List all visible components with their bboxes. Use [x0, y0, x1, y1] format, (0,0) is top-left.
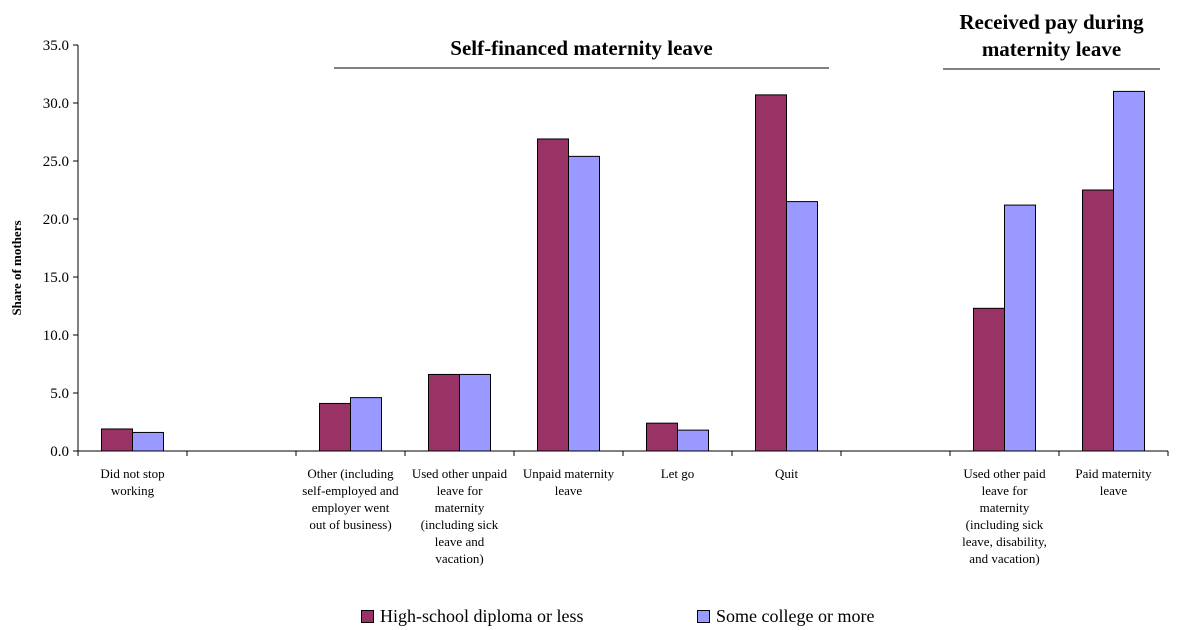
bar-high-school [537, 138, 569, 452]
y-axis-title: Share of mothers [9, 220, 24, 315]
x-tick-label: Other (including self-employed and employe… [302, 466, 399, 532]
x-tick-label: Used other unpaid leave for maternity (incl… [412, 466, 508, 566]
legend-swatch-some-college [697, 610, 710, 623]
legend-label-some-college: Some college or more [716, 606, 875, 626]
bar-high-school [646, 422, 678, 452]
bar-high-school [319, 402, 351, 452]
bar-chart-svg: 0.0 5.0 10.0 15.0 20.0 25.0 30.0 35.0 Share of m… [9, 10, 1169, 566]
x-tick-label: Unpaid maternity leave [523, 466, 615, 498]
bar-high-school [973, 307, 1005, 452]
x-tick-label: Paid maternity leave [1075, 466, 1152, 498]
x-tick-label: Let go [661, 466, 695, 481]
y-tick-label: 25.0 [43, 154, 69, 170]
y-tick-label: 35.0 [43, 38, 69, 54]
legend-swatch-high-school [361, 610, 374, 623]
bar-high-school [1082, 189, 1114, 452]
y-tick-label: 0.0 [50, 444, 69, 460]
legend-item-high-school: High-school diploma or less [361, 606, 583, 627]
bar-some-college [132, 431, 164, 452]
bar-some-college [568, 155, 600, 452]
x-tick-label: Did not stop working [100, 466, 164, 498]
legend-item-some-college: Some college or more [697, 606, 874, 627]
bar-some-college [1004, 204, 1036, 452]
y-tick-label: 10.0 [43, 328, 69, 344]
x-tick-label: Used other paid leave for maternity (includ… [962, 466, 1047, 566]
group-annotation-label: Received pay during [959, 10, 1144, 34]
bar-some-college [677, 429, 709, 452]
bar-some-college [786, 201, 818, 452]
bar-some-college [1113, 90, 1145, 452]
bar-some-college [350, 397, 382, 452]
bar-some-college [459, 373, 491, 452]
bar-high-school [755, 94, 787, 452]
y-tick-label: 30.0 [43, 96, 69, 112]
legend: High-school diploma or less Some college… [0, 606, 1179, 628]
y-tick-label: 20.0 [43, 212, 69, 228]
bar-high-school [101, 428, 133, 452]
y-tick-label: 15.0 [43, 270, 69, 286]
group-annotation-label: Self-financed maternity leave [450, 36, 712, 60]
y-tick-label: 5.0 [50, 386, 69, 402]
bar-high-school [428, 373, 460, 452]
legend-label-high-school: High-school diploma or less [380, 606, 584, 626]
group-annotation-label: maternity leave [982, 37, 1121, 61]
x-tick-label: Quit [775, 466, 799, 481]
